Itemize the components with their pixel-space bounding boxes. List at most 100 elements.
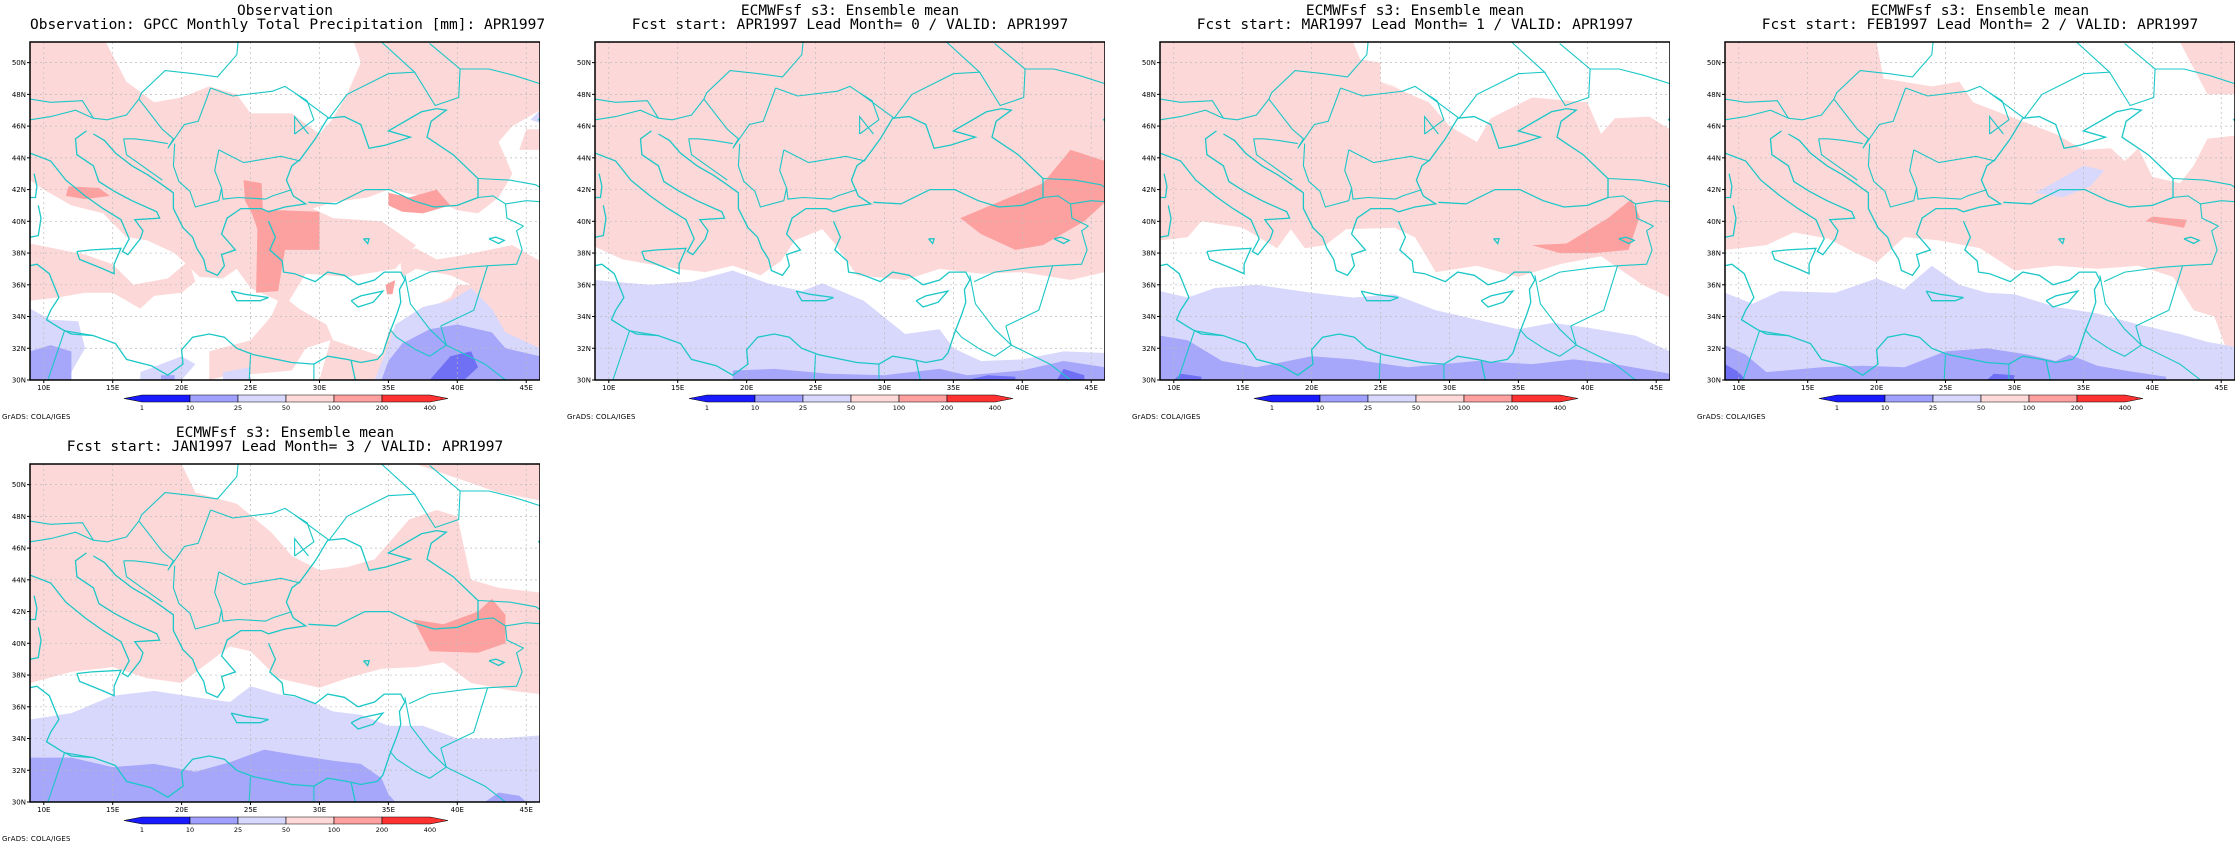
map-panel: ECMWFsf s3: Ensemble mean Fcst start: MAR…	[1130, 0, 1670, 421]
country-border	[1590, 68, 1670, 122]
coastline	[350, 712, 385, 730]
country-border	[2135, 265, 2184, 327]
colorbar-label: 1	[1270, 404, 1274, 412]
colorbar-label: 50	[282, 404, 290, 412]
colorbar-swatch	[1319, 394, 1369, 403]
country-border	[859, 42, 981, 119]
lat-tick-label: 30N	[577, 377, 591, 385]
panel-subtitle: Fcst start: JAN1997 Lead Month= 3 / VALI…	[66, 439, 504, 455]
lon-tick-label: 35E	[382, 384, 395, 392]
lon-tick-label: 20E	[1305, 384, 1318, 392]
country-border	[1302, 143, 1353, 208]
colorbar-label: 1	[1835, 404, 1839, 412]
coastline	[267, 221, 406, 360]
country-border	[737, 143, 788, 208]
lon-tick-label: 35E	[1512, 384, 1525, 392]
country-border	[2084, 275, 2143, 357]
precip-region	[2035, 165, 2105, 198]
map-panel: ECMWFsf s3: Ensemble mean Fcst start: APR…	[565, 0, 1105, 421]
lat-tick-label: 48N	[1707, 91, 1721, 99]
country-border	[440, 747, 507, 802]
country-border	[1905, 85, 2010, 135]
lat-tick-label: 40N	[12, 218, 26, 226]
precip-region	[1173, 373, 1202, 380]
colorbar-label: 25	[1364, 404, 1372, 412]
lon-tick-label: 25E	[809, 384, 822, 392]
precip-region	[732, 361, 1105, 380]
coastline	[1053, 236, 1071, 245]
lon-tick-label: 15E	[1236, 384, 1249, 392]
country-border	[477, 177, 540, 189]
country-border	[1177, 330, 1224, 380]
country-border	[221, 187, 293, 200]
coastline	[30, 627, 42, 660]
country-border	[1351, 187, 1423, 200]
colorbar-swatch	[123, 394, 191, 403]
colorbar-label: 100	[1458, 404, 1470, 412]
lon-tick-label: 45E	[1085, 384, 1098, 392]
country-border	[30, 464, 239, 543]
precip-region	[1160, 42, 1174, 190]
colorbar-label: 200	[376, 404, 388, 412]
lon-tick-label: 35E	[2077, 384, 2090, 392]
coastline	[350, 290, 385, 308]
map-panel: Observation Observation: GPCC Monthly Tot…	[0, 0, 545, 421]
country-border	[688, 138, 733, 145]
lat-tick-label: 34N	[1707, 313, 1721, 321]
country-border	[440, 325, 507, 380]
lat-tick-label: 36N	[12, 703, 26, 711]
lat-tick-label: 42N	[577, 186, 591, 194]
coastline	[595, 205, 607, 238]
colorbar-label: 400	[424, 404, 436, 412]
coastline	[795, 290, 834, 302]
coastline	[641, 247, 688, 275]
precip-region	[30, 243, 196, 309]
lat-tick-label: 42N	[1707, 186, 1721, 194]
lat-tick-label: 32N	[577, 345, 591, 353]
country-border	[248, 354, 252, 380]
lat-tick-label: 32N	[12, 767, 26, 775]
colorbar-swatch	[2076, 394, 2144, 403]
colorbar-swatch	[1818, 394, 1886, 403]
colorbar-swatch	[1884, 394, 1934, 403]
lat-tick-label: 30N	[12, 799, 26, 807]
lat-tick-label: 50N	[12, 481, 26, 489]
colorbar-label: 50	[1412, 404, 1420, 412]
lat-tick-label: 50N	[12, 59, 26, 67]
precip-region	[967, 375, 1016, 380]
lon-tick-label: 25E	[244, 806, 257, 814]
coastline	[1160, 205, 1172, 238]
colorbar-label: 25	[234, 826, 242, 834]
lat-tick-label: 46N	[1707, 123, 1721, 131]
coastline	[832, 221, 971, 360]
country-border	[210, 85, 315, 135]
coastline	[1160, 130, 1291, 256]
coastline	[1725, 130, 1856, 256]
precipitation-map: 50N 48N 46N 44N 42N 40N 38N 36N 34N 32N 30N 10E 15E 2…	[12, 463, 540, 834]
colorbar-label: 10	[751, 404, 759, 412]
lon-tick-label: 25E	[1939, 384, 1952, 392]
lon-tick-label: 30E	[878, 384, 891, 392]
panel-title: ECMWFsf s3: Ensemble mean	[1870, 3, 2090, 19]
precip-region	[1056, 368, 1085, 380]
coastline	[350, 782, 356, 802]
colorbar-label: 25	[1929, 404, 1937, 412]
lat-tick-label: 44N	[577, 154, 591, 162]
colorbar-swatch	[285, 816, 335, 825]
colorbar-swatch	[237, 394, 287, 403]
colorbar-label: 1	[705, 404, 709, 412]
country-border	[813, 354, 817, 380]
coastline	[1925, 290, 1964, 302]
country-border	[1253, 138, 1298, 145]
colorbar-swatch	[123, 816, 191, 825]
country-border	[1525, 379, 1527, 380]
lat-tick-label: 48N	[1142, 91, 1156, 99]
coastline	[1771, 247, 1818, 275]
lat-tick-label: 38N	[1707, 250, 1721, 258]
colorbar-label: 100	[328, 404, 340, 412]
lon-tick-label: 45E	[2215, 384, 2228, 392]
lon-tick-label: 30E	[1443, 384, 1456, 392]
country-border	[172, 143, 223, 208]
colorbar-label: 25	[234, 404, 242, 412]
country-border	[389, 275, 448, 357]
